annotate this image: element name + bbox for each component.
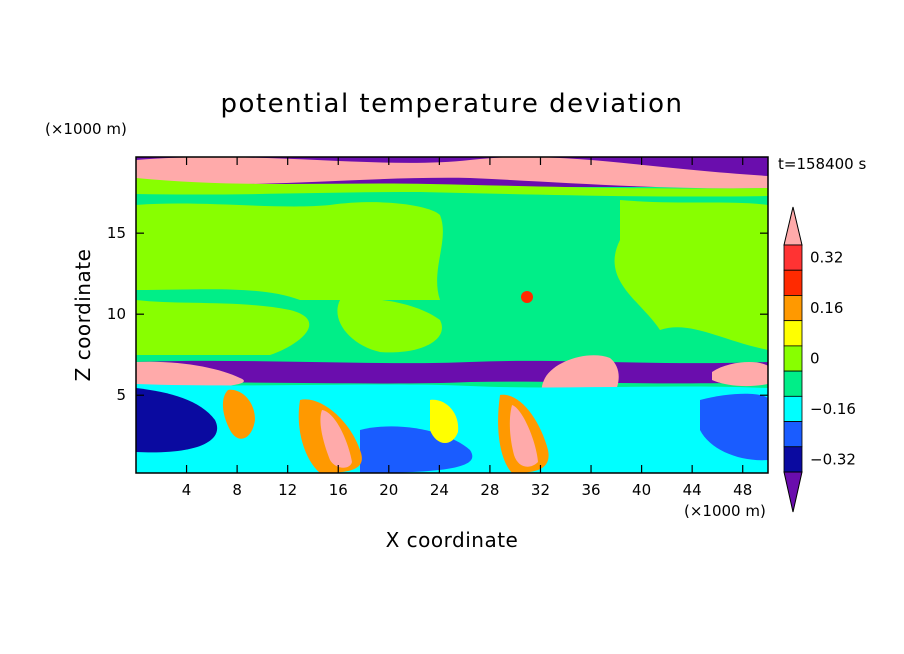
x-tick-label: 16 <box>329 481 348 499</box>
field-green-d <box>337 298 442 353</box>
plot-frame <box>135 156 769 474</box>
x-tick-label: 36 <box>581 481 600 499</box>
colorbar-band <box>783 244 803 271</box>
x-tick-label: 40 <box>632 481 651 499</box>
field-plume-d <box>430 399 459 444</box>
x-tick-label: 8 <box>232 481 242 499</box>
field-plume-c <box>222 389 255 439</box>
colorbar-band <box>783 370 803 397</box>
x-axis-ticks: 4 8 12 16 20 24 28 32 36 40 44 48 <box>182 157 752 499</box>
colorbar-tick-label: 0.16 <box>810 299 843 317</box>
y-axis-ticks: 5 10 15 <box>107 224 768 404</box>
field-navy-left <box>136 388 218 453</box>
field-warm-left <box>136 361 244 389</box>
x-tick-label: 32 <box>531 481 550 499</box>
y-tick-label: 5 <box>116 386 126 404</box>
x-tick-label: 20 <box>379 481 398 499</box>
colorbar-band <box>783 395 803 422</box>
field-upper-mid <box>136 196 768 205</box>
field-plume-a-core <box>320 410 352 468</box>
colorbar-band <box>783 421 803 448</box>
x-tick-label: 48 <box>733 481 752 499</box>
colorbar-band <box>783 295 803 322</box>
y-tick-label: 15 <box>107 224 126 242</box>
colorbar-tick-label: −0.16 <box>810 400 856 418</box>
x-tick-label: 4 <box>182 481 192 499</box>
colorbar-tick-label: 0 <box>810 350 820 368</box>
y-tick-label: 10 <box>107 305 126 323</box>
time-label: t=158400 s <box>778 155 866 173</box>
field-green-b <box>614 200 768 350</box>
field-warm-dot <box>521 291 533 303</box>
field-top-thin <box>136 178 768 197</box>
x-tick-label: 24 <box>430 481 449 499</box>
x-tick-label: 12 <box>278 481 297 499</box>
colorbar-band <box>783 269 803 296</box>
colorbar-extend-max <box>783 206 803 246</box>
contour-field <box>136 157 768 473</box>
colorbar: 0.32 0.16 0 −0.16 −0.32 <box>783 206 856 513</box>
colorbar-tick-label: −0.32 <box>810 450 856 468</box>
colorbar-tick-label: 0.32 <box>810 249 843 267</box>
x-axis-label: X coordinate <box>386 528 519 552</box>
x-tick-label: 44 <box>683 481 702 499</box>
y-unit-label: (×1000 m) <box>45 120 127 138</box>
y-axis-label: Z coordinate <box>71 249 95 382</box>
colorbar-band <box>783 345 803 372</box>
x-tick-label: 28 <box>480 481 499 499</box>
field-green-a <box>136 202 443 300</box>
field-warm-right <box>712 362 768 387</box>
colorbar-band <box>783 446 803 473</box>
field-top-warm <box>136 157 768 189</box>
x-unit-label: (×1000 m) <box>684 502 766 520</box>
field-green-c <box>136 300 310 355</box>
field-plume-b-core <box>509 405 538 467</box>
colorbar-band <box>783 320 803 347</box>
chart-title: potential temperature deviation <box>221 89 684 119</box>
colorbar-extend-min <box>783 471 803 513</box>
field-blue-right <box>700 393 768 461</box>
